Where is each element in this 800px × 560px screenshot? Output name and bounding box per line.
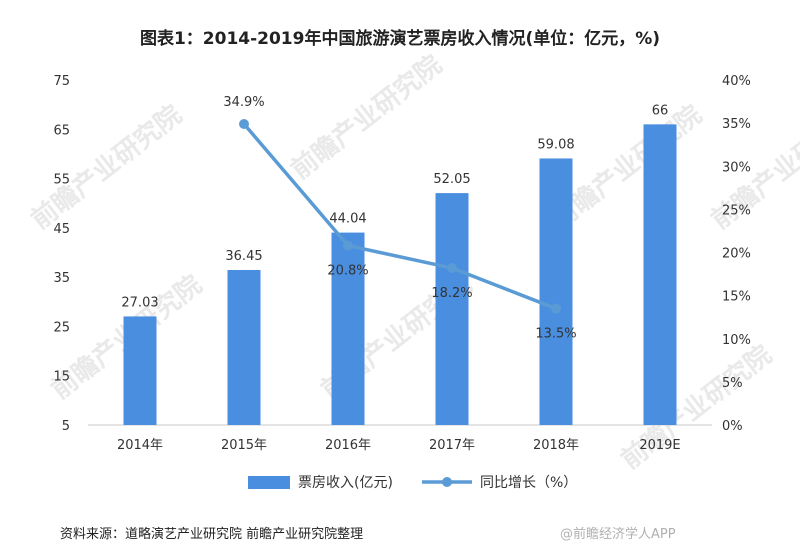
y-left-tick-6: 65 [53, 123, 70, 138]
y-right-tick-1: 5% [722, 376, 743, 391]
watermark-text-5: 前瞻产业研究院 [615, 339, 778, 475]
y-right-tick-4: 20% [722, 247, 751, 262]
chart: 前瞻产业研究院 前瞻产业研究院 前瞻产业研究院前瞻产业研究院前瞻产业研究院前瞻产业研… [25, 49, 800, 491]
x-tick-0: 2014年 [117, 438, 163, 453]
source-note: 资料来源：道略演艺产业研究院 前瞻产业研究院整理 [60, 527, 364, 542]
bar-label-3: 52.05 [433, 172, 470, 187]
chart-title: 图表1：2014-2019年中国旅游演艺票房收入情况(单位：亿元，%) [139, 29, 661, 49]
legend-line-label: 同比增长（%） [480, 475, 577, 491]
y-right-tick-0: 0% [722, 419, 743, 434]
x-tick-5: 2019E [639, 438, 680, 453]
growth-point-3 [447, 263, 457, 274]
bar-4 [539, 158, 573, 425]
watermark-text-1: 前瞻产业研究院 [285, 49, 448, 185]
y-left-tick-3: 35 [53, 271, 70, 286]
x-tick-2: 2016年 [325, 438, 371, 453]
axes: 5 15 25 35 45 55 65 75 0% 5% 10% 15% 20% 25% 30% 35% 40%… [53, 74, 750, 453]
bar-label-0: 27.03 [121, 295, 158, 310]
legend-bar-swatch [248, 476, 290, 489]
bar-label-4: 59.08 [537, 137, 574, 152]
bar-series: 27.03 36.45 44.04 52.05 59.08 66 [121, 103, 677, 425]
y-right-tick-6: 30% [722, 160, 751, 175]
x-tick-4: 2018年 [533, 438, 579, 453]
growth-label-3: 18.2% [431, 286, 472, 301]
growth-label-2: 20.8% [327, 264, 368, 279]
y-right-tick-8: 40% [722, 74, 751, 89]
y-left-tick-5: 55 [53, 173, 70, 188]
x-tick-1: 2015年 [221, 438, 267, 453]
legend: 票房收入(亿元) 同比增长（%） [248, 475, 577, 491]
growth-label-1: 34.9% [223, 95, 264, 110]
y-left-tick-7: 75 [53, 74, 70, 89]
bar-1 [227, 269, 261, 425]
legend-line-marker [442, 477, 452, 487]
watermark-text-6: 前瞻产业研究院 [705, 99, 800, 235]
watermark-text-0: 前瞻产业研究院 [25, 99, 188, 235]
corner-watermark: @前瞻经济学人APP [560, 527, 676, 542]
bar-label-2: 44.04 [329, 212, 366, 227]
legend-bar-label: 票房收入(亿元) [298, 475, 393, 491]
y-left-tick-2: 25 [53, 320, 70, 335]
y-right-tick-3: 15% [722, 290, 751, 305]
growth-label-4: 13.5% [535, 327, 576, 342]
growth-line [242, 122, 557, 311]
y-right-tick-2: 10% [722, 333, 751, 348]
bar-label-5: 66 [652, 103, 669, 118]
x-tick-3: 2017年 [429, 438, 475, 453]
line-series: 34.9% 20.8% 18.2% 13.5% [223, 95, 576, 342]
y-left-tick-0: 5 [62, 419, 70, 434]
growth-point-1 [239, 118, 249, 129]
y-right-tick-7: 35% [722, 117, 751, 132]
growth-point-4 [551, 303, 561, 314]
bar-label-1: 36.45 [225, 249, 262, 264]
bar-3 [435, 193, 469, 425]
y-left-tick-4: 45 [53, 222, 70, 237]
bar-0 [123, 316, 157, 425]
bar-5 [643, 124, 677, 425]
bar-2 [331, 232, 365, 425]
y-left-tick-1: 15 [53, 370, 70, 385]
growth-point-2 [343, 240, 353, 251]
y-right-tick-5: 25% [722, 203, 751, 218]
